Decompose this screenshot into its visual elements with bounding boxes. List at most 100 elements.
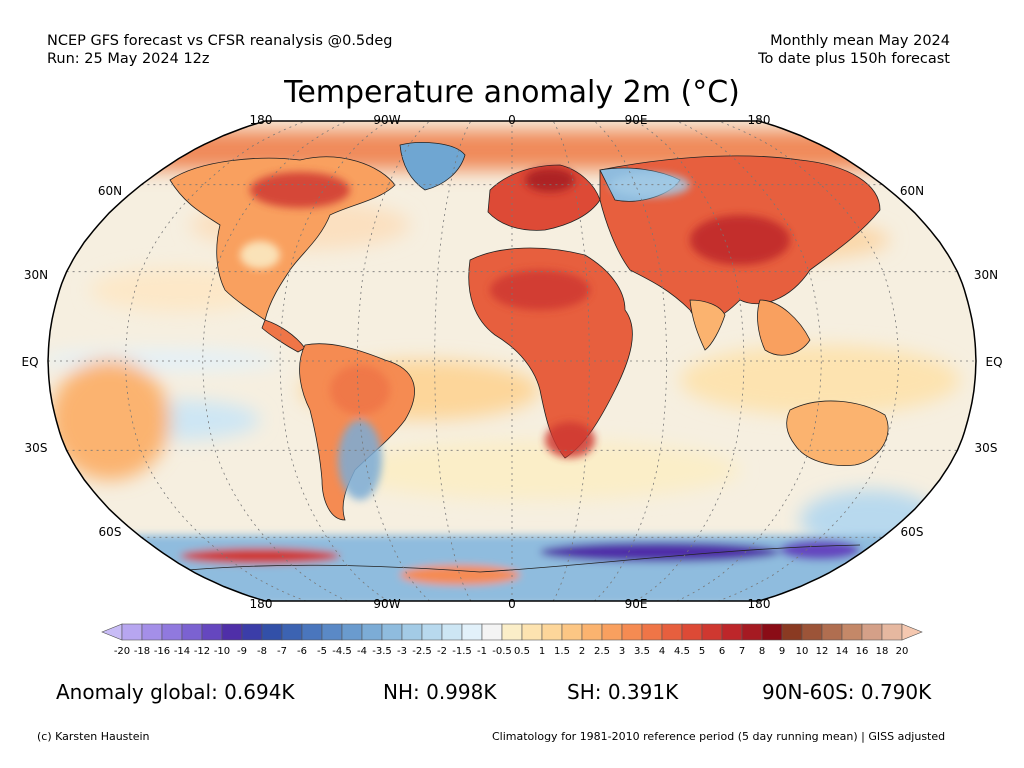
- lon-label-top-90w: 90W: [373, 113, 400, 127]
- antarctic-deep-cold: [540, 542, 780, 562]
- colorbar-tick-label: -4.5: [332, 646, 352, 657]
- colorbar-swatch: [821, 623, 843, 641]
- antarctic-warm-streak: [180, 548, 340, 564]
- colorbar-swatch: [301, 623, 323, 641]
- colorbar-swatch: [261, 623, 283, 641]
- lon-label-bottom-180e: 180: [748, 597, 771, 611]
- antarctic-warm-patch: [400, 565, 520, 585]
- lat-label-right-30s: 30S: [975, 441, 998, 455]
- colorbar-tick-label: 10: [796, 646, 809, 657]
- lon-label-bottom-0: 0: [508, 597, 516, 611]
- colorbar-swatch: [801, 623, 823, 641]
- sahara-hot: [490, 270, 590, 310]
- colorbar-tick-label: 4: [659, 646, 665, 657]
- map-field: [48, 121, 976, 601]
- colorbar-tick-label: -8: [257, 646, 267, 657]
- climatology-note: Climatology for 1981-2010 reference peri…: [492, 730, 946, 743]
- colorbar-swatch: [861, 623, 883, 641]
- colorbar-swatch: [681, 623, 703, 641]
- colorbar-tick-label: -20: [114, 646, 130, 657]
- colorbar-max-arrow: [901, 623, 923, 641]
- southeast-asia: [757, 299, 811, 356]
- colorbar-swatch: [701, 623, 723, 641]
- colorbar-tick-label: 7: [739, 646, 745, 657]
- scandinavia-hot: [525, 168, 575, 192]
- header-model-info: NCEP GFS forecast vs CFSR reanalysis @0.…: [47, 33, 393, 49]
- colorbar-swatch: [581, 623, 603, 641]
- antarctic-deep-cold-2: [780, 540, 860, 560]
- russia-cool: [610, 173, 690, 197]
- colorbar-swatch: [541, 623, 563, 641]
- colorbar-swatch: [341, 623, 363, 641]
- stat-arctic-anomaly: 90N-60S: 0.790K: [762, 680, 932, 704]
- colorbar-tick-label: 5: [699, 646, 705, 657]
- colorbar-tick-label: -3: [397, 646, 407, 657]
- lon-label-top-0: 0: [508, 113, 516, 127]
- lat-label-right-60s: 60S: [901, 525, 924, 539]
- colorbar-tick-label: 20: [896, 646, 909, 657]
- graticule-meridian: [434, 120, 472, 602]
- copyright-credit: (c) Karsten Haustein: [37, 730, 150, 743]
- canada-warm: [250, 172, 350, 208]
- map-title: Temperature anomaly 2m (°C): [284, 75, 740, 110]
- india: [689, 299, 726, 351]
- lat-label-left-60n: 60N: [98, 184, 122, 198]
- graticule-meridian: [552, 120, 590, 602]
- patagonia-cold: [338, 420, 382, 500]
- colorbar-swatch: [781, 623, 803, 641]
- australia: [786, 400, 889, 466]
- stat-nh-anomaly: NH: 0.998K: [383, 680, 497, 704]
- lat-label-right-60n: 60N: [900, 184, 924, 198]
- colorbar-tick-label: -2: [437, 646, 447, 657]
- colorbar-swatch: [761, 623, 783, 641]
- colorbar-swatch: [561, 623, 583, 641]
- colorbar-swatch: [201, 623, 223, 641]
- colorbar-swatch: [321, 623, 343, 641]
- lat-label-left-eq: EQ: [21, 355, 38, 369]
- colorbar-swatch: [161, 623, 183, 641]
- colorbar-swatch: [141, 623, 163, 641]
- far-pacific-warm: [50, 360, 170, 480]
- colorbar-swatch: [221, 623, 243, 641]
- colorbar-tick-label: -12: [194, 646, 210, 657]
- colorbar-tick-label: 8: [759, 646, 765, 657]
- colorbar-swatch: [281, 623, 303, 641]
- colorbar-tick-label: 14: [836, 646, 849, 657]
- lat-label-right-eq: EQ: [985, 355, 1002, 369]
- arctic-warm-band: [48, 130, 976, 170]
- colorbar-tick-label: -6: [297, 646, 307, 657]
- colorbar-tick-label: -7: [277, 646, 287, 657]
- header-period: Monthly mean May 2024: [770, 33, 950, 49]
- colorbar-tick-label: -3.5: [372, 646, 392, 657]
- lat-label-left-30n: 30N: [24, 268, 48, 282]
- colorbar-tick-label: 3: [619, 646, 625, 657]
- stat-sh-anomaly: SH: 0.391K: [567, 680, 679, 704]
- colorbar-tick-label: 4.5: [674, 646, 690, 657]
- colorbar-swatch: [501, 623, 523, 641]
- colorbar-tick-label: -0.5: [492, 646, 512, 657]
- colorbar-swatch: [741, 623, 763, 641]
- colorbar-tick-label: -1: [477, 646, 487, 657]
- colorbar-tick-label: -1.5: [452, 646, 472, 657]
- graticule-meridian: [202, 120, 348, 602]
- colorbar-swatch: [621, 623, 643, 641]
- colorbar-tick-label: 9: [779, 646, 785, 657]
- colorbar-tick-label: -14: [174, 646, 190, 657]
- antarctica-coast: [139, 544, 861, 576]
- colorbar-swatch: [461, 623, 483, 641]
- colorbar-tick-label: -10: [214, 646, 230, 657]
- lon-label-top-180e: 180: [748, 113, 771, 127]
- colorbar-tick-label: 1: [539, 646, 545, 657]
- colorbar-swatch: [841, 623, 863, 641]
- colorbar-swatch: [381, 623, 403, 641]
- colorbar-swatch: [441, 623, 463, 641]
- header-run-info: Run: 25 May 2024 12z: [47, 51, 210, 67]
- colorbar-tick-label: -2.5: [412, 646, 432, 657]
- central-america: [261, 319, 306, 353]
- colorbar-tick-label: 6: [719, 646, 725, 657]
- colorbar-swatch: [521, 623, 543, 641]
- colorbar-swatch: [481, 623, 503, 641]
- lon-label-top-90e: 90E: [625, 113, 648, 127]
- colorbar-swatch: [881, 623, 903, 641]
